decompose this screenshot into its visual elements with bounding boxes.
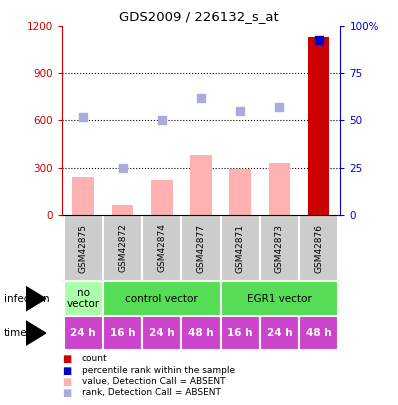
Text: no
vector: no vector	[67, 288, 100, 309]
Text: GSM42875: GSM42875	[79, 224, 88, 273]
Text: 24 h: 24 h	[267, 328, 292, 338]
Point	[80, 113, 86, 120]
Polygon shape	[26, 287, 46, 311]
Text: 16 h: 16 h	[110, 328, 135, 338]
Bar	[64, 316, 103, 350]
Text: GSM42871: GSM42871	[236, 224, 245, 273]
Point	[316, 36, 322, 43]
Bar	[112, 205, 133, 215]
Bar	[269, 163, 290, 215]
Bar	[64, 215, 103, 281]
Bar	[142, 316, 181, 350]
Text: rank, Detection Call = ABSENT: rank, Detection Call = ABSENT	[82, 388, 220, 397]
Bar	[142, 215, 181, 281]
Bar	[220, 281, 338, 316]
Text: 24 h: 24 h	[70, 328, 96, 338]
Bar	[308, 37, 330, 215]
Text: GSM42876: GSM42876	[314, 224, 323, 273]
Text: GDS2009 / 226132_s_at: GDS2009 / 226132_s_at	[119, 10, 279, 23]
Point	[198, 95, 204, 101]
Bar	[151, 180, 173, 215]
Text: 48 h: 48 h	[188, 328, 214, 338]
Text: GSM42872: GSM42872	[118, 224, 127, 273]
Bar	[220, 215, 260, 281]
Text: infection: infection	[4, 294, 50, 304]
Text: ■: ■	[62, 354, 71, 364]
Text: ■: ■	[62, 366, 71, 376]
Text: GSM42873: GSM42873	[275, 224, 284, 273]
Bar	[181, 215, 220, 281]
Text: 24 h: 24 h	[149, 328, 175, 338]
Text: EGR1 vector: EGR1 vector	[247, 294, 312, 304]
Bar	[103, 215, 142, 281]
Bar	[220, 316, 260, 350]
Bar	[299, 316, 338, 350]
Point	[158, 117, 165, 124]
Bar	[260, 215, 299, 281]
Bar	[103, 281, 220, 316]
Bar	[190, 155, 212, 215]
Text: count: count	[82, 354, 107, 363]
Polygon shape	[26, 321, 46, 345]
Text: 16 h: 16 h	[228, 328, 253, 338]
Bar	[72, 177, 94, 215]
Text: time: time	[4, 328, 27, 338]
Bar	[299, 215, 338, 281]
Text: percentile rank within the sample: percentile rank within the sample	[82, 366, 235, 375]
Bar	[260, 316, 299, 350]
Text: ■: ■	[62, 377, 71, 387]
Text: ■: ■	[62, 388, 71, 399]
Text: GSM42874: GSM42874	[157, 224, 166, 273]
Text: control vector: control vector	[125, 294, 198, 304]
Point	[237, 108, 244, 114]
Bar	[229, 169, 251, 215]
Bar	[103, 316, 142, 350]
Text: 48 h: 48 h	[306, 328, 332, 338]
Text: GSM42877: GSM42877	[197, 224, 205, 273]
Point	[119, 164, 126, 171]
Bar	[181, 316, 220, 350]
Bar	[64, 281, 103, 316]
Point	[276, 104, 283, 111]
Text: value, Detection Call = ABSENT: value, Detection Call = ABSENT	[82, 377, 225, 386]
